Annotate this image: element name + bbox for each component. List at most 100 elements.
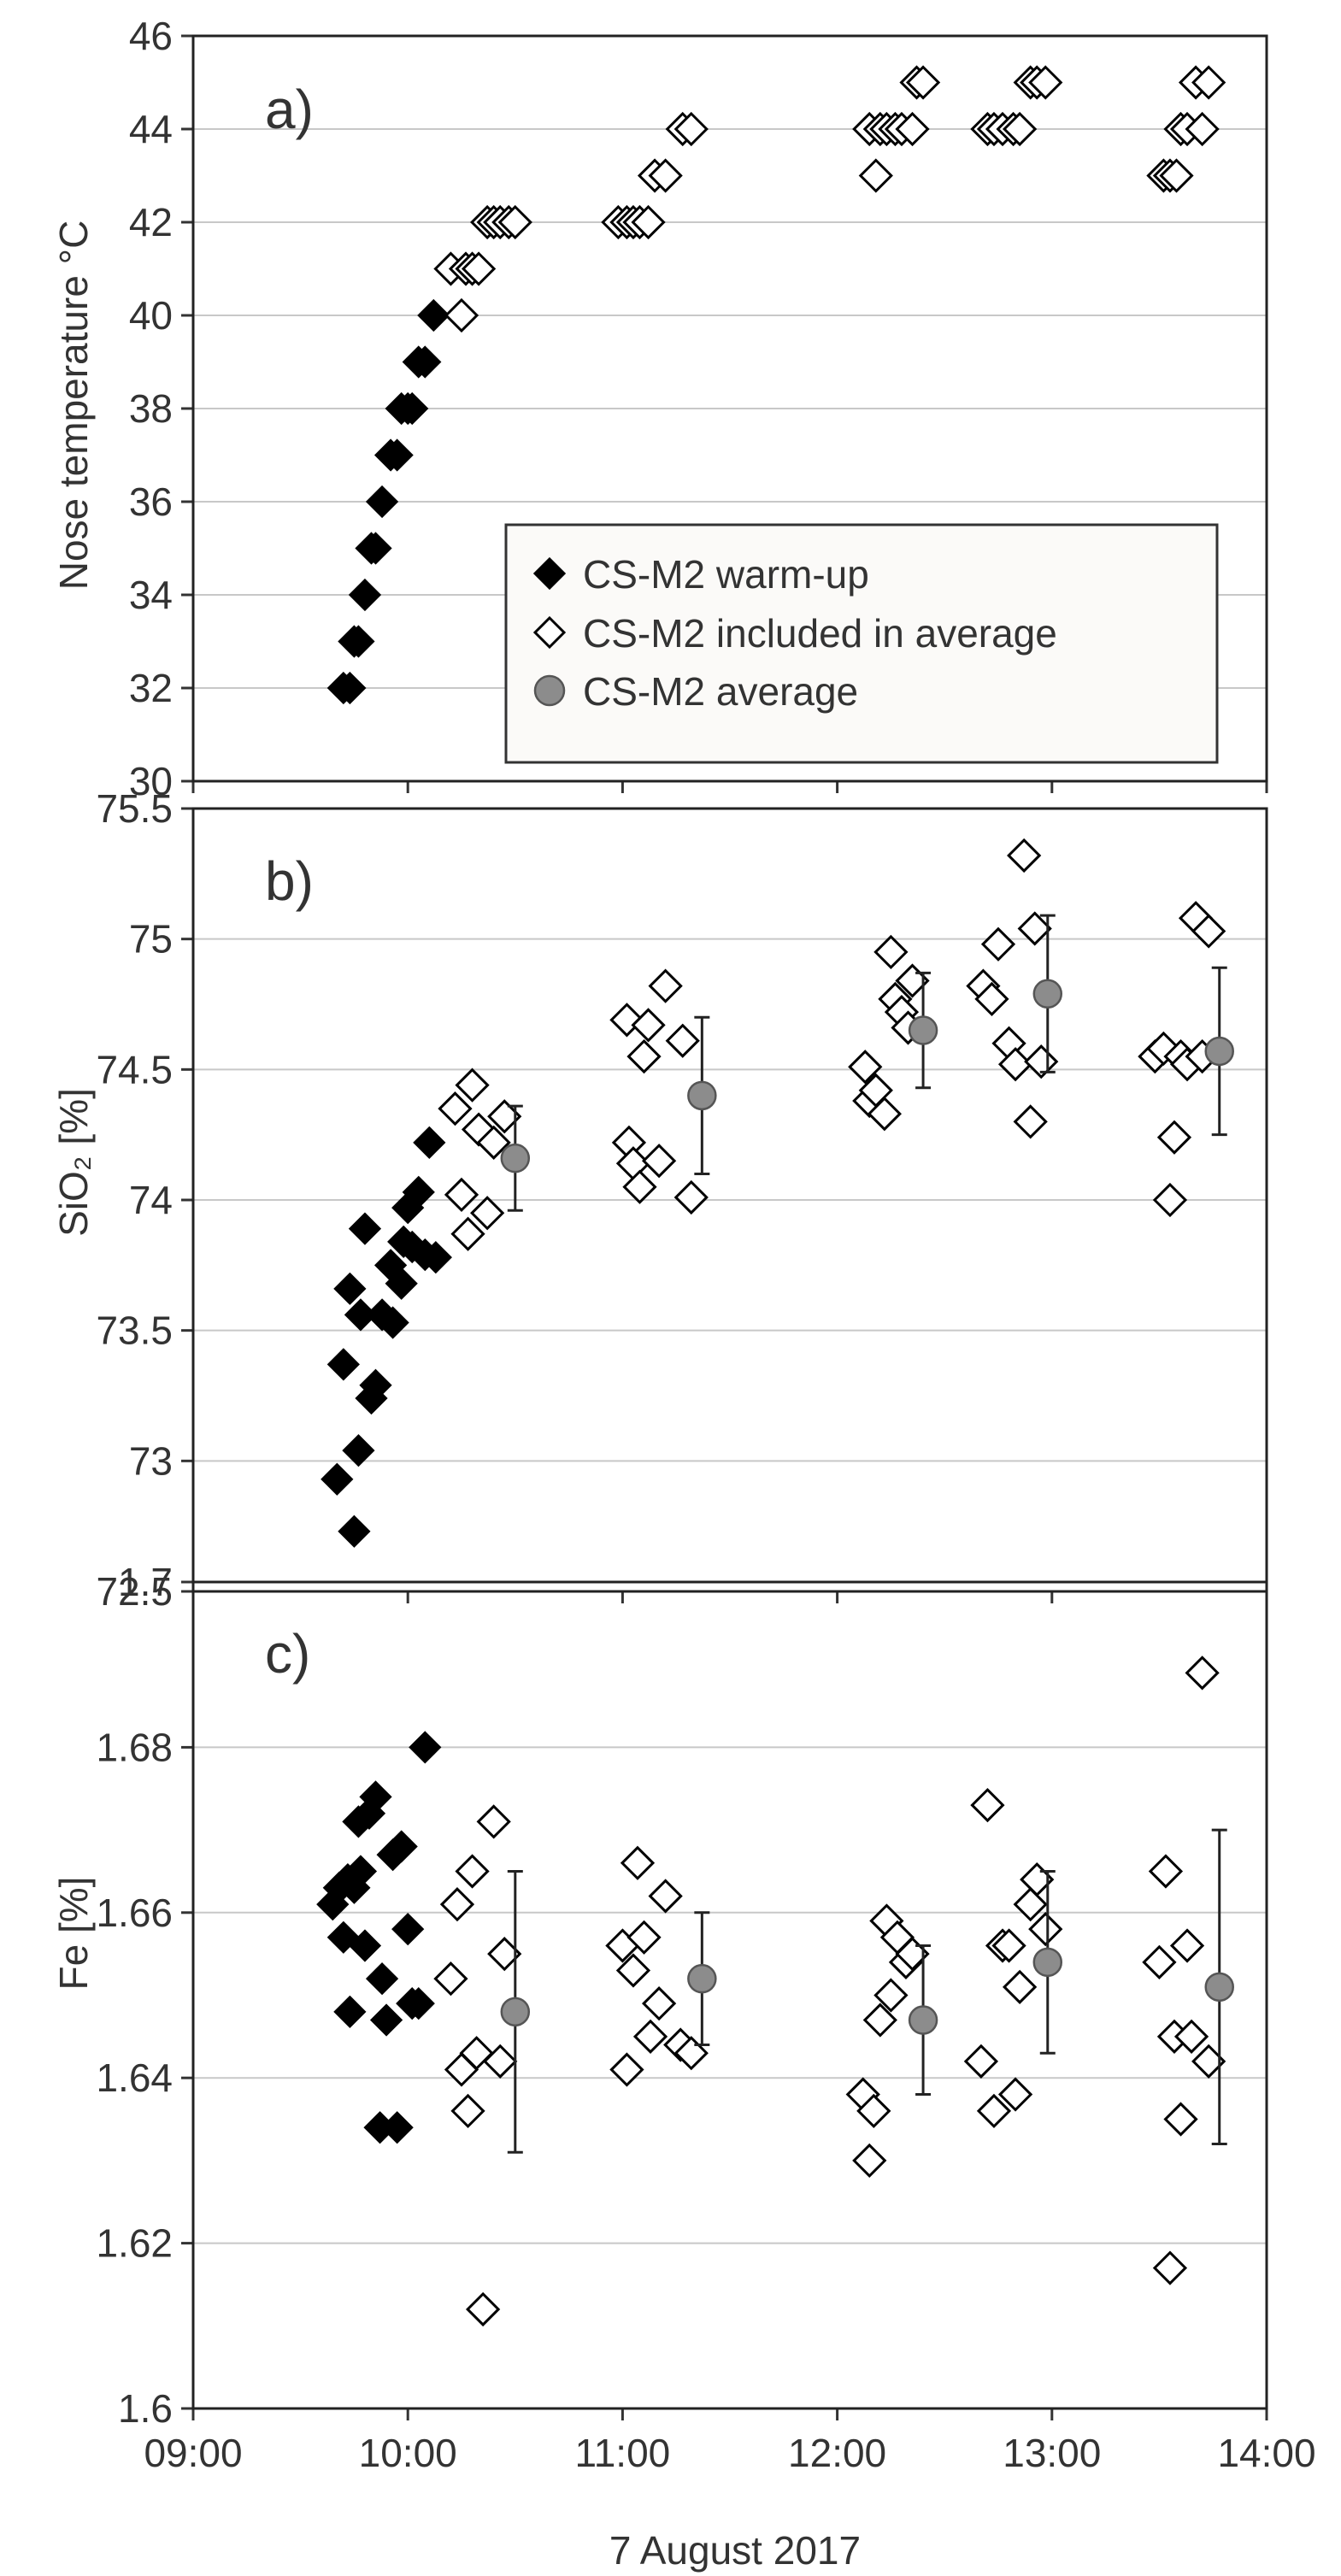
- grid-layer: [193, 128, 1267, 2244]
- warmup-point: [409, 345, 442, 379]
- warmup-point: [348, 578, 382, 612]
- included-point: [1142, 1944, 1177, 1979]
- y-axis-label-c: Fe [%]: [51, 1877, 96, 1991]
- included-point: [974, 981, 1009, 1017]
- included-point: [641, 1986, 677, 2021]
- included-point: [1017, 911, 1052, 946]
- included-point: [483, 2044, 518, 2079]
- included-point: [1191, 65, 1226, 100]
- legend-marker-warmup: [532, 556, 567, 591]
- warmup-point: [359, 1780, 392, 1814]
- included-point: [461, 251, 497, 286]
- legend-label-average: CS-M2 average: [583, 669, 858, 714]
- y-tick-label: 1.7: [118, 1560, 173, 1604]
- included-point: [970, 1787, 1005, 1823]
- included-point: [439, 1887, 475, 1922]
- y-tick-label: 46: [129, 14, 173, 58]
- average-point: [1032, 1947, 1063, 1978]
- included-point: [852, 2143, 887, 2179]
- included-point: [626, 1038, 662, 1074]
- included-point: [615, 1953, 651, 1988]
- included-point: [631, 1008, 666, 1043]
- average-point: [1032, 979, 1063, 1009]
- included-point: [609, 2052, 644, 2087]
- average-point: [687, 1963, 717, 1994]
- included-point: [856, 2093, 891, 2129]
- y-tick-label: 75: [129, 917, 173, 962]
- y-tick-label: 73: [129, 1438, 173, 1483]
- included-point: [622, 1169, 657, 1204]
- warmup-point: [326, 1348, 360, 1381]
- included-point: [620, 1845, 656, 1880]
- included-point: [1002, 111, 1038, 147]
- warmup-point: [385, 1267, 418, 1300]
- included-point: [1013, 1104, 1048, 1139]
- included-point: [438, 1091, 473, 1126]
- included-point: [1169, 1928, 1205, 1963]
- included-point: [648, 968, 683, 1003]
- warmup-point: [417, 298, 450, 332]
- warmup-point: [342, 625, 375, 658]
- included-point: [905, 65, 941, 100]
- warmup-point: [402, 1987, 435, 2020]
- included-point: [673, 111, 709, 147]
- included-point: [497, 204, 532, 240]
- y-tick-label: 1.64: [96, 2056, 173, 2100]
- included-point: [476, 1804, 511, 1839]
- warmup-point: [396, 391, 429, 426]
- y-tick-label: 1.66: [96, 1891, 173, 1935]
- included-point: [665, 1023, 700, 1058]
- y-tick-label: 74: [129, 1178, 173, 1222]
- average-point: [1204, 1972, 1234, 2003]
- marks-layer: [316, 65, 1234, 2327]
- x-tick-label: 11:00: [575, 2431, 671, 2475]
- warmup-point: [376, 1306, 409, 1339]
- included-point: [641, 1144, 677, 1179]
- legend-box: [504, 523, 1219, 764]
- y-tick-label: 30: [129, 759, 173, 803]
- included-point: [976, 2093, 1012, 2129]
- legend: CS-M2 warm-up CS-M2 included in average …: [504, 523, 1219, 764]
- included-point: [895, 111, 930, 147]
- included-point: [465, 2291, 501, 2327]
- warmup-point: [348, 1212, 382, 1245]
- included-point: [862, 2003, 897, 2038]
- warmup-point: [359, 532, 392, 565]
- average-point: [500, 1997, 531, 2027]
- legend-marker-included: [532, 615, 567, 650]
- included-point: [997, 2077, 1033, 2112]
- tick-layer: 30 32 34 36 38 40 42 44 46 72.5 73 73.5 74 74.5 75 75.5…: [96, 14, 1315, 2475]
- legend-marker-average: [533, 674, 566, 707]
- included-point: [450, 2093, 485, 2129]
- warmup-point: [385, 1830, 418, 1863]
- panel-label-a: a): [265, 79, 314, 140]
- warmup-point: [409, 1731, 442, 1764]
- included-point: [963, 2044, 999, 2079]
- average-point: [908, 2005, 938, 2035]
- included-point: [1191, 914, 1226, 949]
- plot-frame: [191, 807, 1268, 1593]
- average-point: [908, 1015, 938, 1045]
- y-tick-label: 38: [129, 386, 173, 431]
- y-tick-label: 72.5: [96, 1569, 173, 1614]
- included-point: [433, 1961, 468, 1997]
- y-tick-label: 1.68: [96, 1725, 173, 1769]
- included-point: [1028, 1912, 1063, 1947]
- included-point: [1148, 1854, 1184, 1889]
- average-point: [500, 1143, 531, 1173]
- x-tick-label: 13:00: [1003, 2431, 1101, 2475]
- warmup-point: [391, 1913, 425, 1946]
- x-tick-label: 12:00: [788, 2431, 886, 2475]
- warmup-point: [402, 1175, 435, 1209]
- legend-label-warmup: CS-M2 warm-up: [583, 552, 869, 597]
- included-point: [455, 1854, 490, 1889]
- warmup-point: [359, 1368, 392, 1402]
- included-point: [1163, 2102, 1198, 2137]
- included-point: [991, 1928, 1026, 1963]
- included-point: [1159, 158, 1194, 193]
- y-tick-label: 1.6: [118, 2386, 173, 2431]
- warmup-point: [342, 1433, 375, 1467]
- y-tick-label: 32: [129, 666, 173, 710]
- plot-frame: [191, 34, 1268, 783]
- included-point: [1028, 65, 1063, 100]
